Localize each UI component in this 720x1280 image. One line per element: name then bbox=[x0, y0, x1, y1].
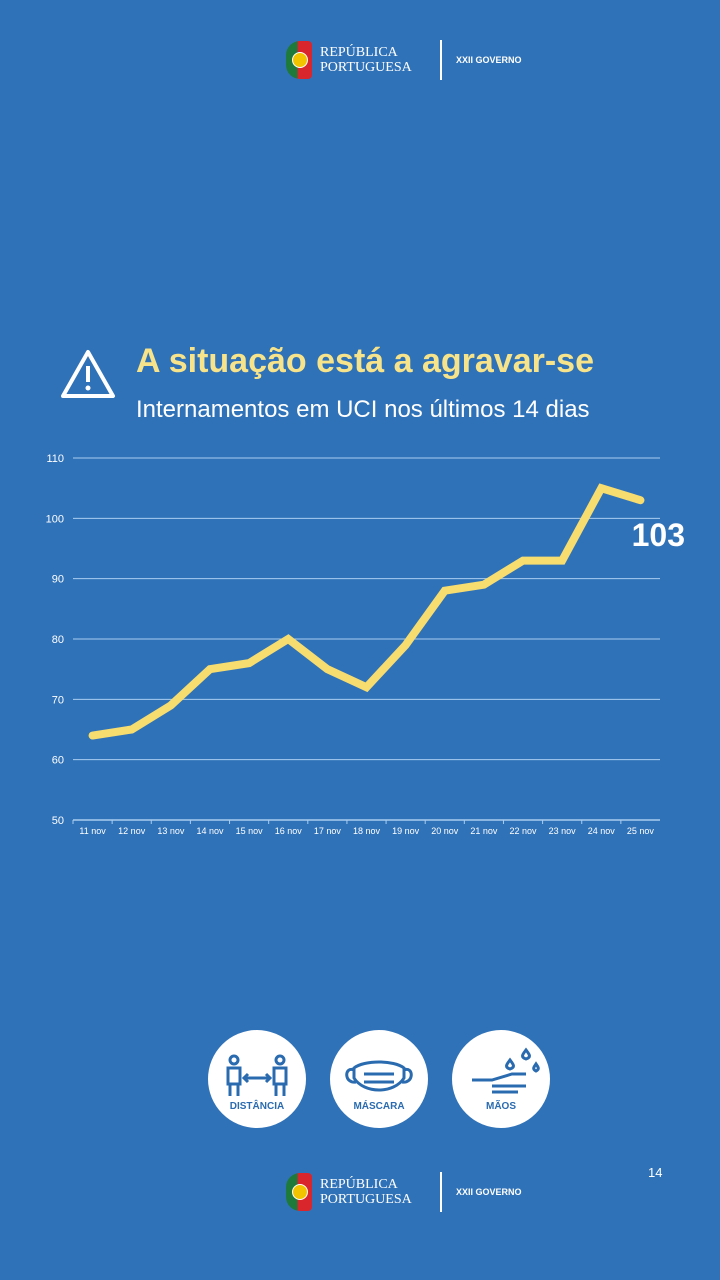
footer-logo: REPÚBLICA PORTUGUESA XXII GOVERNO bbox=[286, 1172, 522, 1212]
y-tick-label: 60 bbox=[52, 755, 64, 767]
divider bbox=[440, 1172, 442, 1212]
y-tick-label: 110 bbox=[46, 453, 64, 465]
x-tick-label: 11 nov bbox=[79, 826, 106, 836]
logo-text: REPÚBLICA PORTUGUESA bbox=[320, 1177, 428, 1207]
y-tick-label: 50 bbox=[52, 815, 64, 827]
x-tick-label: 16 nov bbox=[275, 826, 303, 836]
x-tick-label: 22 nov bbox=[510, 826, 538, 836]
coat-of-arms-icon bbox=[286, 1173, 312, 1211]
distance-label: DISTÂNCIA bbox=[229, 1101, 285, 1112]
header-logo: REPÚBLICA PORTUGUESA XXII GOVERNO bbox=[286, 40, 522, 80]
x-tick-label: 25 nov bbox=[627, 826, 655, 836]
government-label: XXII GOVERNO bbox=[456, 55, 522, 65]
logo-line-2: PORTUGUESA bbox=[320, 60, 412, 75]
mask-label: MÁSCARA bbox=[353, 1101, 405, 1112]
x-tick-label: 17 nov bbox=[314, 826, 342, 836]
logo-line-2: PORTUGUESA bbox=[320, 1192, 412, 1207]
government-label: XXII GOVERNO bbox=[456, 1187, 522, 1197]
x-tick-label: 23 nov bbox=[549, 826, 577, 836]
distance-icon: DISTÂNCIA bbox=[208, 1030, 306, 1128]
y-tick-label: 70 bbox=[52, 694, 64, 706]
logo-text: REPÚBLICA PORTUGUESA bbox=[320, 45, 428, 75]
hands-label: MÃOS bbox=[486, 1101, 516, 1112]
x-tick-label: 24 nov bbox=[588, 826, 616, 836]
x-tick-label: 19 nov bbox=[392, 826, 420, 836]
y-tick-label: 90 bbox=[52, 574, 64, 586]
x-tick-label: 14 nov bbox=[196, 826, 224, 836]
hands-icon: MÃOS bbox=[452, 1030, 550, 1128]
logo-line-1: REPÚBLICA bbox=[320, 1177, 398, 1192]
line-chart: 50 60 70 80 90 100 110 11 nov 12 nov 13 nov 14 nov… bbox=[46, 453, 685, 836]
page-subtitle: Internamentos em UCI nos últimos 14 dias bbox=[136, 396, 590, 423]
prevention-icons: DISTÂNCIA MÁSCARA MÃOS bbox=[208, 1030, 550, 1128]
x-tick-label: 13 nov bbox=[157, 826, 185, 836]
coat-of-arms-icon bbox=[286, 41, 312, 79]
x-tick-label: 20 nov bbox=[431, 826, 459, 836]
divider bbox=[440, 40, 442, 80]
y-tick-label: 100 bbox=[46, 513, 64, 525]
x-tick-label: 15 nov bbox=[236, 826, 264, 836]
warning-icon bbox=[61, 350, 115, 398]
y-tick-label: 80 bbox=[52, 634, 64, 646]
page-title: A situação está a agravar-se bbox=[136, 342, 594, 380]
logo-line-1: REPÚBLICA bbox=[320, 45, 398, 60]
page-number: 14 bbox=[648, 1165, 663, 1180]
mask-icon: MÁSCARA bbox=[330, 1030, 428, 1128]
x-tick-label: 21 nov bbox=[470, 826, 498, 836]
x-tick-label: 18 nov bbox=[353, 826, 381, 836]
x-tick-label: 12 nov bbox=[118, 826, 146, 836]
series-line bbox=[88, 483, 645, 740]
last-value-label: 103 bbox=[632, 517, 685, 553]
